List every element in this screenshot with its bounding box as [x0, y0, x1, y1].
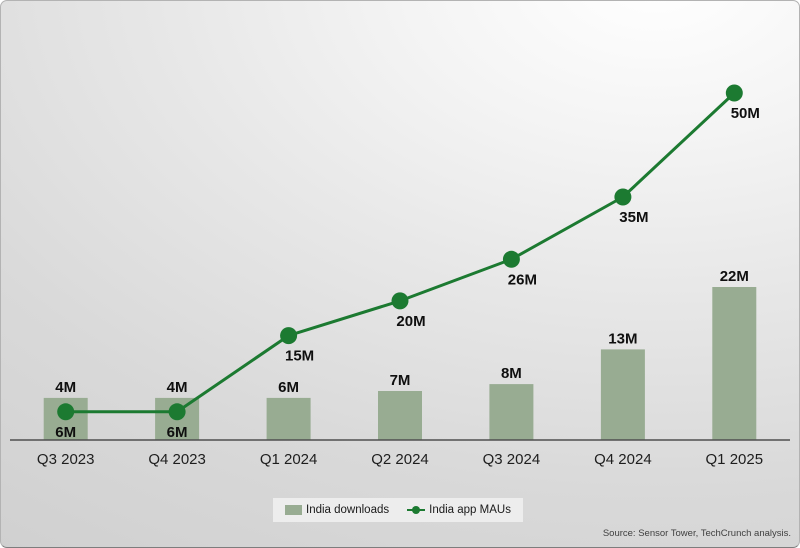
legend-item-downloads: India downloads — [285, 504, 389, 516]
downloads-bar-q3-2024 — [489, 384, 534, 440]
downloads-value-label-q4-2024: 13M — [608, 330, 637, 347]
maus-value-label-q1-2024: 15M — [285, 348, 314, 365]
downloads-value-label-q1-2024: 6M — [278, 379, 299, 396]
legend-label-downloads: India downloads — [306, 504, 390, 516]
downloads-value-label-q4-2023: 4M — [167, 379, 188, 396]
maus-line-marker-icon — [407, 505, 426, 515]
downloads-value-label-q3-2023: 4M — [55, 379, 76, 396]
legend-label-maus: India app MAUs — [429, 504, 511, 516]
maus-point-q1-2025 — [725, 84, 743, 102]
downloads-bar-q1-2025 — [712, 287, 757, 440]
downloads-bar-q1-2024 — [266, 397, 311, 440]
downloads-value-label-q1-2025: 22M — [720, 268, 749, 285]
downloads-value-label-q3-2024: 8M — [501, 365, 522, 382]
x-tick-label-q3-2023: Q3 2023 — [37, 451, 95, 468]
x-tick-label-q1-2025: Q1 2025 — [706, 451, 764, 468]
legend: India downloads India app MAUs — [273, 498, 523, 522]
downloads-swatch-icon — [285, 505, 302, 515]
maus-point-q4-2024 — [614, 188, 632, 206]
maus-value-label-q2-2024: 20M — [396, 313, 425, 330]
maus-point-q4-2023 — [168, 403, 186, 421]
maus-point-q3-2024 — [502, 250, 520, 268]
maus-value-label-q4-2024: 35M — [619, 209, 648, 226]
legend-item-maus: India app MAUs — [407, 504, 511, 516]
maus-point-q1-2024 — [280, 327, 298, 345]
maus-value-label-q3-2023: 6M — [55, 424, 76, 441]
source-note: Source: Sensor Tower, TechCrunch analysi… — [602, 528, 791, 539]
x-tick-label-q4-2023: Q4 2023 — [148, 451, 206, 468]
x-tick-label-q3-2024: Q3 2024 — [483, 451, 541, 468]
maus-point-q2-2024 — [391, 292, 409, 310]
maus-point-q3-2023 — [57, 403, 75, 421]
maus-value-label-q1-2025: 50M — [731, 105, 760, 122]
maus-value-label-q4-2023: 6M — [167, 424, 188, 441]
downloads-bar-q2-2024 — [378, 391, 422, 440]
x-tick-label-q2-2024: Q2 2024 — [371, 451, 429, 468]
maus-value-label-q3-2024: 26M — [508, 271, 537, 288]
downloads-value-label-q2-2024: 7M — [390, 372, 411, 389]
x-tick-label-q1-2024: Q1 2024 — [260, 451, 318, 468]
downloads-bar-q4-2024 — [600, 349, 645, 440]
x-tick-label-q4-2024: Q4 2024 — [594, 451, 652, 468]
